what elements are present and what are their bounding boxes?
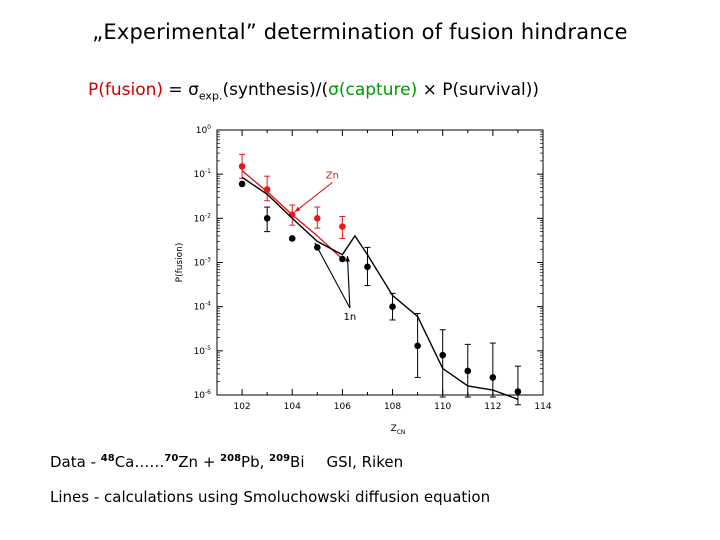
formula-exp-subscript: exp. xyxy=(198,89,223,103)
annotation-arrowhead-1n xyxy=(314,242,320,249)
element-zn: Zn + xyxy=(178,453,221,471)
data-point-1n xyxy=(489,374,497,381)
annotation-zn: Zn xyxy=(326,170,339,181)
x-axis-label: ZCN xyxy=(391,424,406,436)
mass-70: 70 xyxy=(164,453,179,464)
lines-caption: Lines - calculations using Smoluchowski … xyxy=(50,488,491,506)
annotation-arrowhead-1n xyxy=(345,256,351,262)
y-tick-label: 10-3 xyxy=(194,257,212,269)
labs-label: GSI, Riken xyxy=(326,453,404,471)
data-point-zn xyxy=(288,211,296,219)
x-tick-label: 110 xyxy=(434,402,451,412)
formula-eq: = σ xyxy=(163,80,199,100)
y-tick-label: 10-4 xyxy=(194,301,212,313)
x-tick-label: 106 xyxy=(334,402,351,412)
element-bi: Bi xyxy=(290,453,305,471)
plot-frame xyxy=(216,129,544,396)
y-axis-label: P(fusion) xyxy=(175,243,185,283)
mass-208: 208 xyxy=(220,453,242,464)
y-tick-label: 10-5 xyxy=(194,345,212,357)
data-point-1n xyxy=(364,263,371,271)
mass-209: 209 xyxy=(269,453,291,464)
formula-synthesis: (synthesis)/( xyxy=(222,80,329,100)
chart-series xyxy=(238,153,522,406)
mass-48: 48 xyxy=(100,453,115,464)
x-tick-label: 108 xyxy=(384,402,401,412)
x-tick-label: 114 xyxy=(534,402,551,412)
x-tick-label: 102 xyxy=(233,402,250,412)
annotation-arrow-zn xyxy=(294,182,333,213)
series-line-1n xyxy=(241,176,519,400)
y-tick-label: 100 xyxy=(196,124,211,136)
annotation-arrow-1n xyxy=(314,242,351,309)
data-point-1n xyxy=(389,303,396,310)
data-point-1n xyxy=(414,342,421,350)
annotation-1n: 1n xyxy=(344,312,357,323)
slide-title: „Experimental” determination of fusion h… xyxy=(92,20,628,44)
chart-annotations: Zn 1n xyxy=(294,170,357,323)
annotation-arrowhead-zn xyxy=(294,206,301,212)
fusion-probability-chart: 100 10-1 10-2 10-3 10-4 10-5 10-6 102 104 106 108 1… xyxy=(175,124,552,436)
element-ca: Ca…… xyxy=(114,453,165,471)
data-point-zn xyxy=(238,163,246,170)
data-caption: Data - 48Ca……70Zn + 208Pb, 209Bi GSI, Rik… xyxy=(50,453,403,471)
data-point-zn xyxy=(263,186,271,193)
formula-fusion: P(fusion) xyxy=(88,80,164,100)
chart-axes: 100 10-1 10-2 10-3 10-4 10-5 10-6 102 104 106 108 1… xyxy=(175,124,552,436)
data-point-zn xyxy=(339,223,346,230)
data-point-zn xyxy=(314,215,321,222)
y-tick-label: 10-2 xyxy=(194,212,212,224)
data-point-1n xyxy=(514,388,522,395)
element-pb: Pb, xyxy=(241,453,270,471)
y-tick-label: 10-6 xyxy=(194,389,212,401)
x-tick-label: 112 xyxy=(484,402,501,412)
y-tick-label: 10-1 xyxy=(194,168,212,180)
data-point-1n xyxy=(238,180,246,188)
formula-times-survival: × P(survival)) xyxy=(417,80,540,100)
data-point-1n xyxy=(339,255,346,263)
data-point-1n xyxy=(439,351,446,359)
data-prefix: Data - xyxy=(50,453,101,471)
x-tick-label: 104 xyxy=(284,402,301,412)
annotation-arrow-1n xyxy=(346,256,351,308)
formula-capture: σ(capture) xyxy=(328,80,418,100)
data-point-1n xyxy=(263,215,271,222)
data-point-1n xyxy=(288,235,296,242)
formula-line: P(fusion) = σexp.(synthesis)/(σ(capture)… xyxy=(88,80,539,102)
data-point-1n xyxy=(464,367,472,375)
